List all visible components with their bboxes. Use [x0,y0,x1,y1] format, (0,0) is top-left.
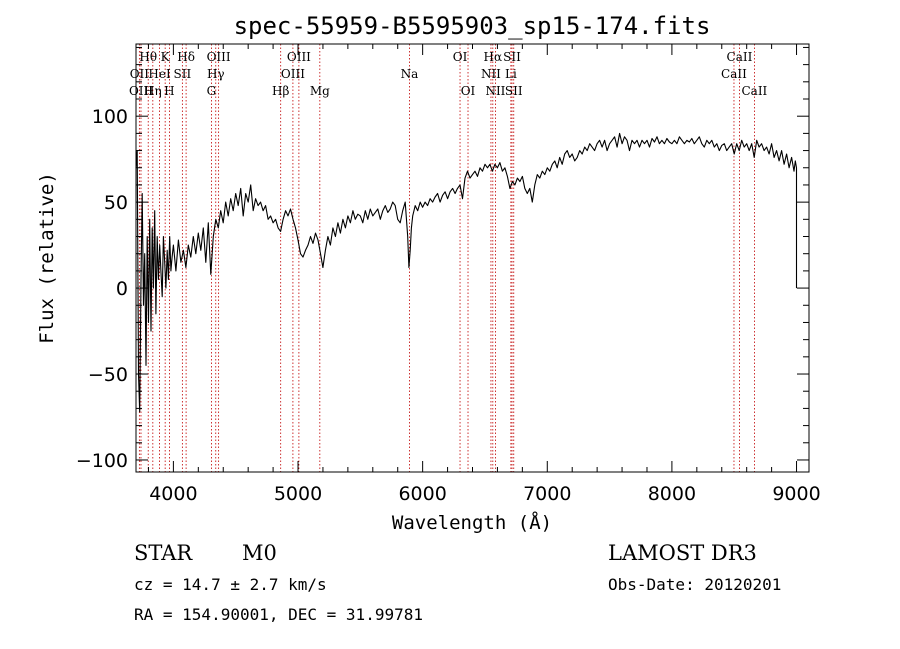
spectral-line-label: OIII [287,50,311,64]
spectrum-line [135,132,798,413]
redshift-readout: cz = 14.7 ± 2.7 km/s [134,575,327,594]
spectral-line-label: SII [174,67,192,81]
spectral-line-label: OIII [281,67,305,81]
spectral-line-label: Hα [484,50,503,64]
plot-frame [135,43,810,473]
spectral-line-label: K [161,50,171,64]
x-tick-label: 5000 [274,483,322,505]
spectral-line-label: Hγ [207,67,225,81]
x-tick-label: 4000 [149,483,197,505]
spectral-line-label: OI [453,50,468,64]
spectral-line-label: Mg [310,84,330,98]
subclass: M0 [242,541,277,565]
spectral-line-label: HeI [148,67,171,81]
y-tick-label: 50 [104,192,128,214]
y-axis-label: Flux (relative) [36,172,58,344]
spectral-line-label: OI [461,84,476,98]
spectral-line-markers [138,44,755,472]
spectral-line-label: SII [503,50,521,64]
coordinates: RA = 154.90001, DEC = 31.99781 [134,605,423,624]
spectral-line-label: CaII [741,84,767,98]
chart-title: spec-55959-B5595903_sp15-174.fits [234,12,711,40]
x-tick-label: 7000 [523,483,571,505]
y-tick-label: −100 [76,450,128,472]
y-tick-label: −50 [88,364,128,386]
x-tick-label: 6000 [398,483,446,505]
x-axis-label: Wavelength (Å) [392,511,552,534]
spectral-line-label: Li [505,67,517,81]
spectral-line-label: Hη [144,84,162,98]
x-tick-label: 9000 [772,483,820,505]
y-tick-label: 0 [116,278,128,300]
y-axis-ticks: 100 50 0 −50 −100 [76,46,809,472]
spectral-line-label: H [164,84,174,98]
spectral-line-label: G [207,84,217,98]
obs-date: Obs-Date: 20120201 [608,575,781,594]
spectral-line-label: Na [401,67,419,81]
x-tick-label: 8000 [648,483,696,505]
y-tick-label: 100 [92,106,128,128]
spectral-line-label: NII [485,84,505,98]
spectral-line-label: CaII [727,50,753,64]
spectral-line-label: Hθ [139,50,157,64]
spectral-line-label: NII [481,67,501,81]
spectral-line-label: Hδ [177,50,195,64]
spectral-line-label: OII [130,67,150,81]
x-axis-ticks: 4000 5000 6000 7000 8000 9000 [147,44,821,505]
survey-name: LAMOST DR3 [608,541,757,565]
spectral-line-label: OIII [129,84,153,98]
spectral-line-label: Hβ [272,84,289,98]
spectral-line-label: OIII [207,50,231,64]
spectral-line-labels: HθOIIOIIIHηHeIKHSIIHδGHγOIIIHβOIIIOIIIMg… [129,50,768,98]
object-type: STAR [134,541,193,565]
spectral-line-label: SII [505,84,523,98]
spectral-line-label: CaII [721,67,747,81]
